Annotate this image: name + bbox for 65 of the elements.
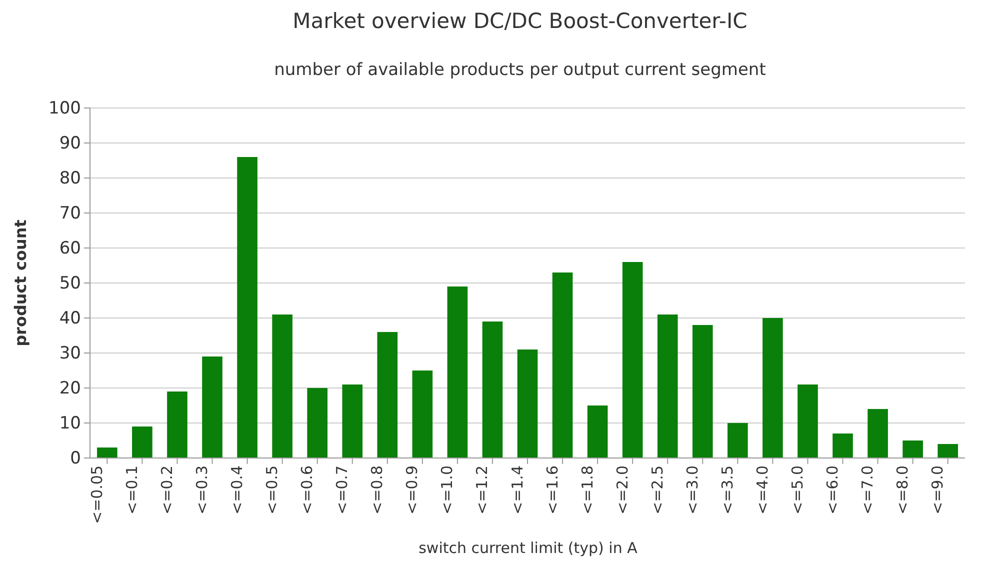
bar — [552, 272, 573, 458]
x-tick-label: <=2.0 — [613, 466, 632, 514]
bar — [272, 314, 292, 458]
bar — [868, 409, 888, 458]
chart-subtitle: number of available products per output current segment — [274, 60, 766, 80]
chart-title: Market overview DC/DC Boost-Converter-IC — [292, 9, 748, 33]
x-tick-label: <=3.0 — [683, 466, 702, 514]
bar — [132, 426, 152, 458]
y-tick-label: 90 — [59, 133, 81, 154]
x-tick-label: <=2.5 — [648, 466, 666, 514]
y-tick-label: 40 — [59, 308, 81, 328]
y-tick-label: 100 — [48, 98, 81, 118]
bar — [517, 350, 538, 458]
bar — [167, 392, 188, 458]
y-axis-title: product count — [11, 219, 30, 346]
bar — [902, 440, 923, 458]
bar — [482, 322, 503, 458]
x-tick-label: <=0.7 — [333, 466, 352, 514]
x-tick-label: <=0.4 — [228, 466, 246, 514]
bar — [237, 157, 258, 458]
x-tick-label: <=0.2 — [158, 466, 176, 514]
x-tick-label: <=0.05 — [88, 466, 106, 524]
y-tick-label: 80 — [59, 168, 81, 188]
bar — [202, 356, 222, 458]
bar — [798, 384, 818, 458]
bar — [342, 384, 363, 458]
bar — [832, 434, 853, 458]
y-tick-label: 0 — [70, 448, 81, 468]
x-tick-label: <=0.5 — [263, 466, 282, 514]
x-tick-label: <=5.0 — [788, 466, 806, 514]
x-tick-label: <=0.8 — [368, 466, 386, 514]
x-tick-label: <=4.0 — [753, 466, 772, 514]
x-tick-label: <=8.0 — [894, 466, 912, 514]
bar — [622, 262, 643, 458]
bar — [447, 286, 468, 458]
x-axis-title: switch current limit (typ) in A — [418, 539, 638, 557]
bar — [97, 448, 118, 458]
y-tick-label: 20 — [59, 378, 81, 398]
x-tick-label: <=1.2 — [473, 466, 492, 514]
y-tick-label: 30 — [59, 343, 81, 364]
x-tick-label: <=7.0 — [858, 466, 877, 514]
x-tick-label: <=0.3 — [193, 466, 211, 514]
bar — [938, 444, 958, 458]
y-tick-label: 10 — [59, 413, 81, 434]
y-tick-label: 50 — [59, 273, 81, 294]
x-tick-label: <=0.9 — [403, 466, 422, 514]
bar — [307, 388, 328, 458]
x-tick-label: <=0.1 — [122, 466, 141, 514]
x-tick-label: <=9.0 — [928, 466, 947, 514]
x-tick-label: <=1.0 — [438, 466, 456, 514]
x-tick-label: <=1.6 — [543, 466, 562, 514]
bar — [657, 314, 678, 458]
bar — [728, 423, 748, 458]
bar — [692, 325, 713, 458]
x-tick-label: <=3.5 — [718, 466, 736, 514]
x-tick-label: <=1.4 — [508, 466, 526, 514]
x-tick-label: <=6.0 — [824, 466, 842, 514]
bar — [762, 318, 783, 458]
bar — [587, 406, 608, 458]
bar — [377, 332, 398, 458]
x-tick-label: <=0.6 — [298, 466, 316, 514]
y-tick-label: 70 — [59, 203, 81, 224]
x-tick-label: <=1.8 — [578, 466, 596, 514]
y-tick-label: 60 — [59, 238, 81, 258]
bar — [412, 370, 433, 458]
